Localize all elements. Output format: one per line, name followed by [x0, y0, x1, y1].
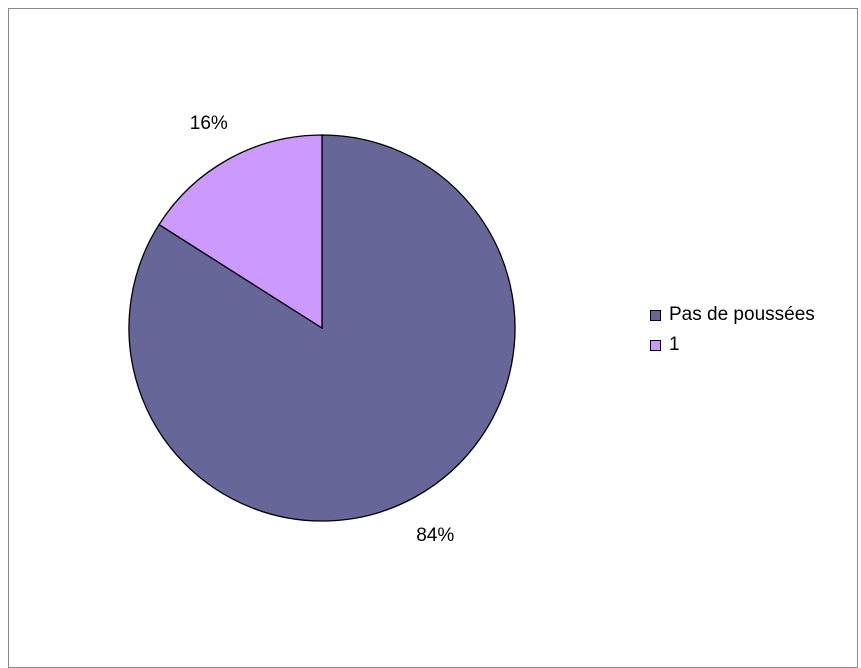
legend-swatch — [650, 309, 661, 321]
legend-item-1: 1 — [650, 330, 815, 360]
pie-chart: 84% 16% — [128, 113, 516, 546]
data-label: 16% — [190, 113, 228, 134]
legend-swatch — [650, 339, 661, 351]
pie-slice — [158, 134, 323, 330]
legend-label: Pas de poussées — [669, 304, 815, 325]
chart-legend: Pas de poussées 1 — [650, 300, 815, 360]
legend-label: 1 — [669, 334, 680, 355]
data-label: 84% — [416, 525, 454, 546]
legend-item-pas-de-poussees: Pas de poussées — [650, 300, 815, 330]
